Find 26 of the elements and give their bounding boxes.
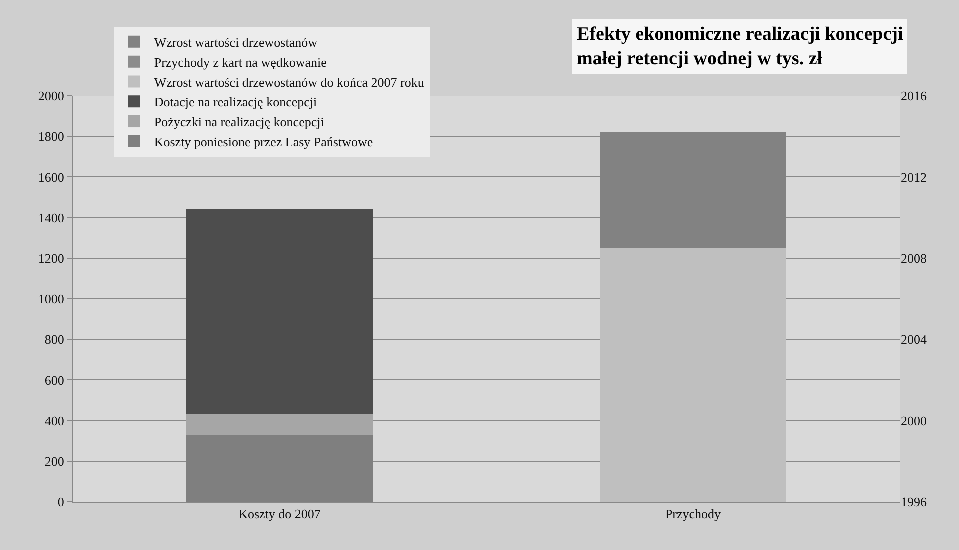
y-tick-label: 1600 (38, 170, 64, 185)
y2-tick-label: 2000 (901, 413, 927, 428)
y-tick-label: 1200 (38, 250, 64, 266)
legend-label: Wzrost wartości drzewostanów (154, 35, 318, 50)
y2-tick-label: 2016 (901, 88, 928, 104)
chart-title: Efekty ekonomiczne realizacji koncepcji małej retencji wodnej w tys. zł (577, 24, 904, 70)
y-tick-label: 2000 (38, 88, 64, 104)
y-tick-label: 200 (44, 454, 64, 469)
y-tick-label: 800 (44, 332, 64, 348)
legend-label: Wzrost wartości drzewostanów do końca 2007 roku (154, 74, 425, 90)
y-tick-label: 1800 (38, 129, 64, 144)
x-tick-label: Przychody (665, 506, 722, 522)
legend-label: Przychody z kart na wędkowanie (154, 54, 328, 70)
legend-label: Dotacje na realizację koncepcji (154, 94, 318, 110)
y-tick-label: 0 (58, 494, 64, 510)
y2-tick-label: 2008 (901, 250, 927, 266)
y-tick-label: 1400 (38, 210, 64, 226)
y2-tick-label: 1996 (901, 494, 928, 510)
legend-label: Koszty poniesione przez Lasy Państwowe (154, 134, 374, 150)
y2-tick-label: 2004 (901, 332, 928, 348)
legend-label: Pożyczki na realizację koncepcji (154, 114, 325, 130)
y-tick-label: 400 (44, 413, 64, 428)
y2-tick-label: 2012 (901, 170, 927, 185)
y-tick-label: 600 (44, 372, 64, 388)
x-tick-label: Koszty do 2007 (238, 506, 322, 522)
y-tick-label: 1000 (38, 292, 64, 307)
